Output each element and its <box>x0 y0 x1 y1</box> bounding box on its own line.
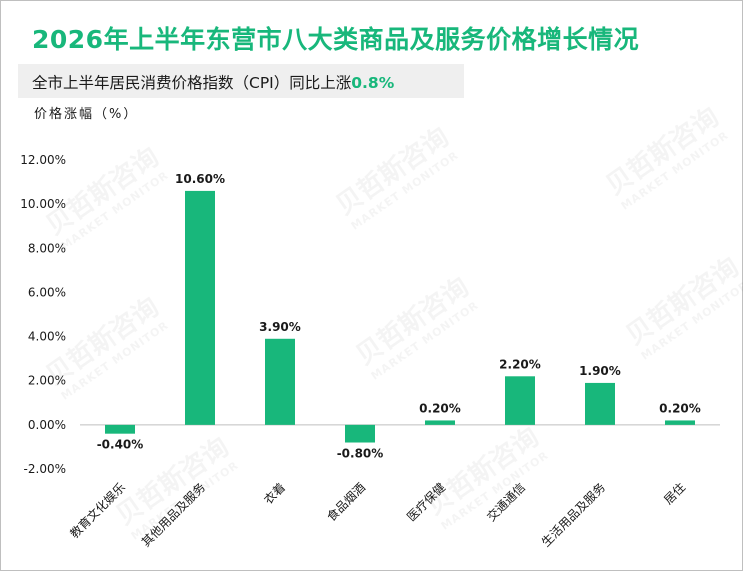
cpi-highlight: 0.8% <box>351 74 395 92</box>
y-tick-label: 8.00% <box>28 241 66 255</box>
category-label: 交通通信 <box>484 480 529 525</box>
chart-title: 2026年上半年东营市八大类商品及服务价格增长情况 <box>32 25 640 54</box>
data-label: 2.20% <box>499 357 541 371</box>
y-axis-unit-label: 价格涨幅（%） <box>34 107 139 122</box>
bar <box>185 190 215 425</box>
data-label: 3.90% <box>259 320 301 334</box>
data-label: 0.20% <box>659 401 701 415</box>
bar <box>665 420 695 425</box>
category-label: 其他用品及服务 <box>138 480 208 550</box>
bar <box>105 424 135 434</box>
data-label: 0.20% <box>419 401 461 415</box>
data-label: -0.40% <box>97 438 144 452</box>
category-label: 居住 <box>661 480 688 507</box>
y-tick-label: 4.00% <box>28 330 66 344</box>
chart-subtitle: 全市上半年居民消费价格指数（CPI）同比上涨0.8% <box>32 71 394 93</box>
bar <box>345 424 375 443</box>
subtitle-text: 全市上半年居民消费价格指数（CPI）同比上涨 <box>32 74 352 92</box>
category-label: 衣着 <box>261 480 289 508</box>
category-label: 食品烟酒 <box>324 480 369 525</box>
y-tick-label: 6.00% <box>28 285 66 299</box>
data-label: 10.60% <box>175 172 225 186</box>
y-tick-label: -2.00% <box>24 462 66 476</box>
bar <box>505 376 535 425</box>
category-label: 生活用品及服务 <box>538 480 608 550</box>
bar <box>425 420 455 425</box>
data-label: 1.90% <box>579 364 621 378</box>
category-label: 教育文化娱乐 <box>67 480 129 542</box>
bar <box>265 338 295 425</box>
data-label: -0.80% <box>337 447 384 461</box>
y-tick-label: 0.00% <box>28 418 66 432</box>
y-tick-label: 12.00% <box>20 153 66 167</box>
bar <box>585 382 615 425</box>
subtitle-background <box>18 64 464 98</box>
y-tick-label: 10.00% <box>20 197 66 211</box>
y-tick-label: 2.00% <box>28 374 66 388</box>
category-label: 医疗保健 <box>404 480 448 524</box>
